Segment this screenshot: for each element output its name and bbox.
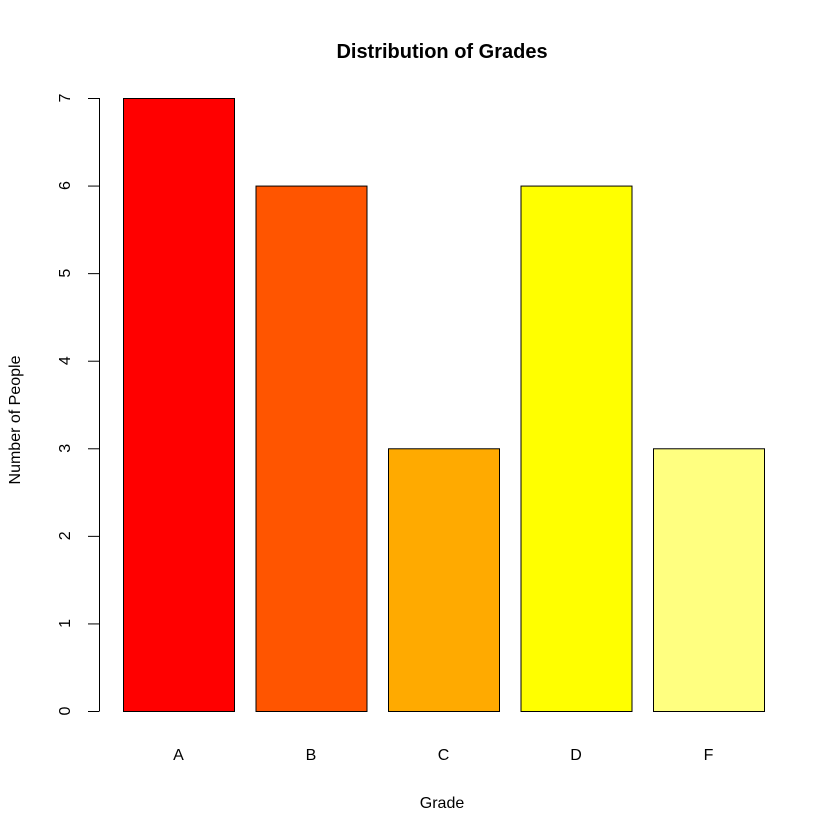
y-tick-label-2: 2 [57, 531, 74, 540]
x-tick-label-c: C [438, 747, 450, 764]
bar-d [520, 185, 633, 713]
x-axis-label: Grade [420, 795, 465, 812]
y-tick-label-4: 4 [57, 356, 74, 365]
chart-title: Distribution of Grades [336, 41, 547, 63]
bar-a [123, 98, 235, 712]
y-axis: 0 1 2 3 4 5 6 7 [57, 93, 100, 715]
bars-group [123, 98, 765, 713]
y-tick-label-5: 5 [57, 269, 74, 278]
y-tick-label-3: 3 [57, 444, 74, 453]
y-tick-label-6: 6 [57, 181, 74, 190]
y-tick-label-0: 0 [57, 706, 74, 715]
x-tick-label-f: F [704, 747, 714, 764]
x-tick-label-a: A [173, 747, 184, 764]
x-tick-label-d: D [570, 747, 582, 764]
y-tick-label-1: 1 [57, 619, 74, 628]
bar-b [255, 185, 368, 713]
x-tick-label-b: B [306, 747, 317, 764]
bar-f [653, 448, 765, 712]
y-axis-label: Number of People [7, 355, 24, 484]
bar-c [388, 448, 500, 712]
y-tick-label-7: 7 [57, 93, 74, 102]
